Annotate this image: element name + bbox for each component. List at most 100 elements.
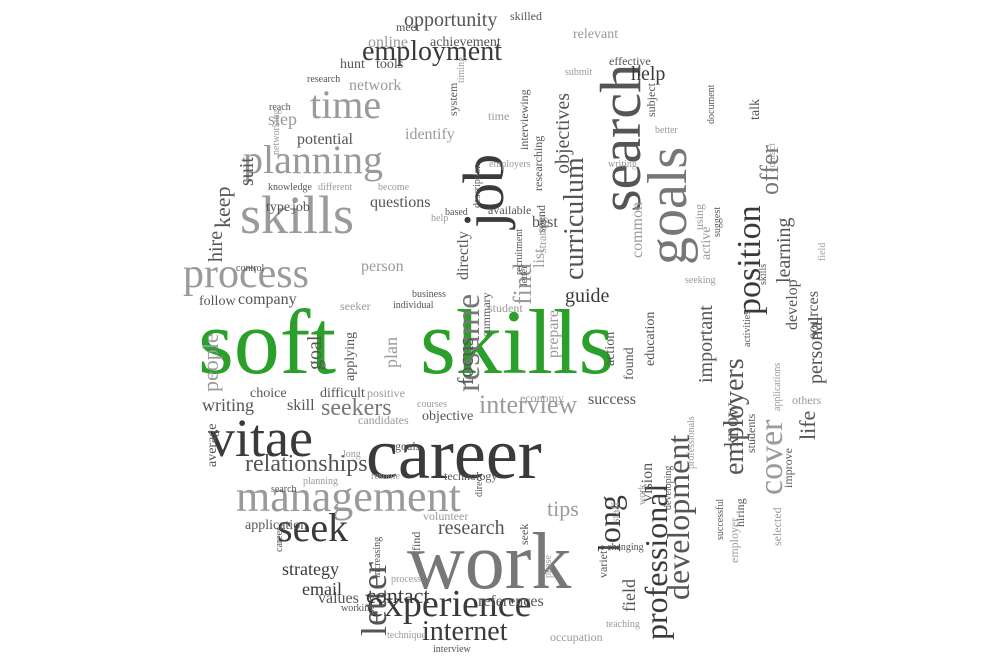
- cloud-word-network: network: [349, 77, 402, 94]
- cloud-word-description: description: [472, 163, 483, 208]
- cloud-word-technique: technique: [387, 630, 426, 641]
- cloud-word-references: references: [478, 593, 544, 610]
- cloud-word-seeking: seeking: [685, 275, 716, 286]
- cloud-word-resume: resume: [371, 471, 400, 482]
- cloud-word-work: work: [407, 518, 572, 606]
- cloud-word-opportunity: opportunity: [404, 9, 498, 31]
- cloud-word-guide: guide: [565, 285, 610, 307]
- cloud-word-choice: choice: [250, 386, 287, 401]
- cloud-word-goals: goals: [637, 146, 699, 265]
- cloud-word-questions: questions: [370, 194, 431, 211]
- cloud-word-employers: employers: [489, 159, 531, 170]
- cloud-word-economy: economy: [520, 391, 564, 405]
- cloud-word-submit: submit: [565, 67, 593, 78]
- cloud-word-achievement: achievement: [430, 35, 501, 50]
- cloud-word-keep: keep: [210, 186, 235, 228]
- cloud-word-volunteer: volunteer: [423, 509, 469, 523]
- cloud-word-internet: internet: [422, 616, 508, 647]
- cloud-word-identify: identify: [405, 126, 455, 143]
- cloud-word-find: find: [409, 531, 423, 551]
- cloud-word-networking: networking: [271, 109, 282, 155]
- cloud-word-management: management: [236, 472, 461, 521]
- cloud-word-subject: subject: [644, 83, 658, 117]
- cloud-word-career: career: [274, 527, 285, 552]
- cloud-word-people: people: [198, 333, 223, 392]
- cloud-word-skilled: skilled: [510, 9, 542, 23]
- cloud-word-best: best: [532, 214, 558, 231]
- cloud-word-online: online: [368, 34, 408, 51]
- cloud-word-suggest: suggest: [712, 207, 723, 237]
- cloud-word-applying: applying: [343, 332, 358, 381]
- cloud-word-application: application: [245, 518, 308, 533]
- cloud-word-hire: hire: [205, 230, 227, 262]
- cloud-word-talk: talk: [748, 99, 763, 120]
- cloud-word-system: system: [446, 82, 460, 116]
- cloud-word-know: know: [721, 402, 743, 447]
- cloud-word-others: others: [792, 393, 822, 407]
- cloud-word-objective: objective: [422, 409, 474, 424]
- cloud-word-recruitment: recruitment: [514, 228, 525, 275]
- cloud-word-changing: changing: [607, 542, 644, 553]
- cloud-word-timing: timing: [456, 56, 467, 83]
- cloud-word-job: job: [292, 200, 310, 215]
- cloud-word-teaching: teaching: [606, 619, 640, 630]
- cloud-word-document: document: [706, 84, 717, 124]
- cloud-word-time: time: [488, 109, 510, 123]
- cloud-word-skills: skills: [758, 263, 769, 285]
- cloud-word-staff: staff: [608, 501, 622, 523]
- cloud-word-professionals: professionals: [686, 416, 697, 469]
- cloud-word-students: students: [744, 413, 758, 453]
- cloud-word-meet: meet: [396, 20, 420, 34]
- cloud-word-process: process: [391, 574, 421, 585]
- headline-word-soft: soft: [198, 291, 336, 393]
- cloud-word-success: success: [588, 391, 636, 408]
- cloud-word-focus: focus: [453, 337, 478, 385]
- cloud-word-interviewing: interviewing: [517, 89, 531, 150]
- cloud-word-vitae: vitae: [208, 408, 313, 468]
- cloud-word-curriculum: curriculum: [559, 157, 590, 280]
- cloud-word-goals: goals: [395, 439, 421, 453]
- cloud-word-suit: suit: [236, 157, 258, 186]
- cloud-word-business: business: [412, 289, 446, 300]
- cloud-word-control: control: [236, 263, 265, 274]
- cloud-word-common: common: [629, 202, 646, 258]
- cloud-word-activities: activities: [742, 310, 753, 347]
- cloud-word-seek: seek: [277, 505, 349, 550]
- cloud-word-occupation: occupation: [550, 630, 603, 644]
- cloud-word-direct: direct: [474, 474, 485, 497]
- cloud-word-type: type: [266, 200, 291, 215]
- cloud-word-reach: reach: [269, 102, 291, 113]
- cloud-word-seek: seek: [517, 523, 531, 545]
- cloud-word-relationships: relationships: [245, 451, 368, 477]
- cloud-word-research: research: [307, 74, 341, 85]
- cloud-word-life: life: [795, 410, 820, 440]
- cloud-word-follow: follow: [199, 294, 236, 309]
- cloud-word-difficult: difficult: [320, 386, 365, 401]
- cloud-word-develop: develop: [784, 279, 801, 330]
- cloud-word-successful: successful: [715, 498, 726, 540]
- cloud-word-better: better: [655, 125, 678, 136]
- cloud-word-seeker: seeker: [340, 299, 371, 313]
- cloud-word-interview: interview: [479, 390, 578, 419]
- cloud-word-student: student: [488, 301, 523, 315]
- cloud-word-objectives: objectives: [552, 92, 574, 174]
- cloud-word-selected: selected: [770, 507, 784, 546]
- cloud-word-research: research: [438, 517, 505, 539]
- cloud-word-writing: writing: [202, 395, 254, 415]
- cloud-word-applications: applications: [772, 362, 783, 411]
- cloud-word-field: field: [619, 579, 639, 612]
- cloud-word-help: help: [431, 213, 449, 224]
- cloud-word-step: step: [268, 109, 297, 129]
- cloud-word-planning: planning: [243, 137, 383, 182]
- cloud-word-candidates: candidates: [358, 413, 409, 427]
- cloud-word-improve: improve: [781, 448, 795, 488]
- cloud-word-prepare: prepare: [545, 310, 562, 358]
- cloud-word-employer: employer: [727, 517, 741, 563]
- cloud-word-strategy: strategy: [535, 215, 549, 253]
- headline-word-skills: skills: [420, 291, 615, 393]
- cloud-word-increasing: increasing: [372, 536, 383, 578]
- cloud-word-interview: interview: [433, 644, 471, 655]
- cloud-word-values: values: [318, 590, 359, 607]
- cloud-word-contact: contact: [767, 143, 778, 172]
- cloud-word-experience: experience: [367, 583, 532, 625]
